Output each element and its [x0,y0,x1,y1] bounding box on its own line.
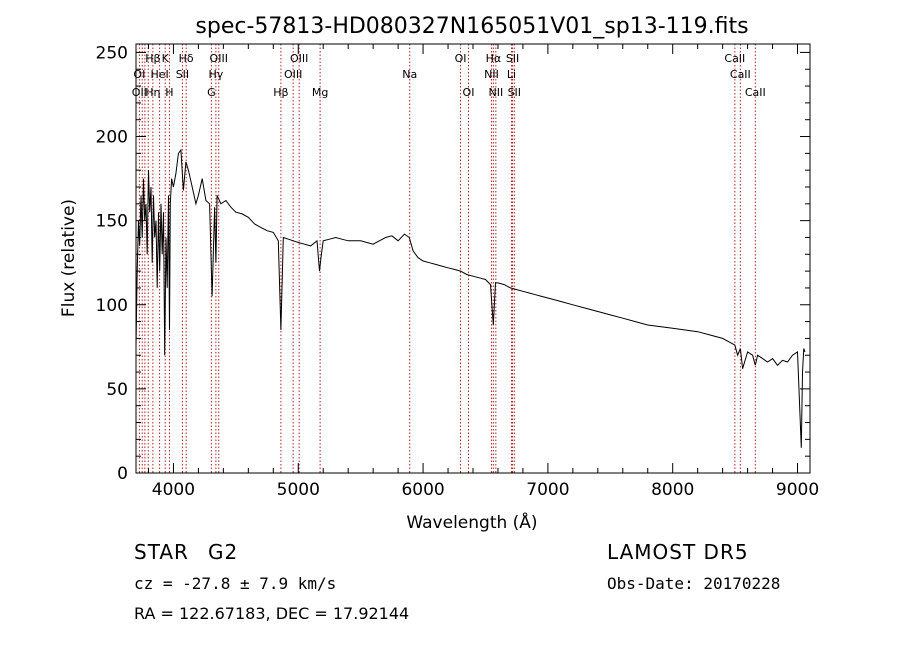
plot-frame [135,43,811,474]
line-label: G [207,86,216,99]
x-tick-label: 5000 [277,480,320,500]
chart-title: spec-57813-HD080327N165051V01_sp13-119.f… [195,14,748,39]
line-markers [138,44,756,473]
line-label: OIII [284,68,302,81]
line-label: Na [402,68,417,81]
y-tick-label: 150 [96,212,128,232]
line-label: K [162,52,170,65]
line-label: OIII [210,52,228,65]
line-label: Hη [145,86,160,99]
x-axis-ticks: 4000 5000 6000 7000 8000 9000 [147,44,819,500]
line-label: SII [176,68,189,81]
line-label: Li [507,68,516,81]
line-label: Mg [312,86,328,99]
x-tick-label: 4000 [152,480,195,500]
line-label: NII [484,68,499,81]
y-tick-label: 0 [117,464,128,484]
line-label: SII [506,52,519,65]
x-axis-label: Wavelength (Å) [406,511,537,533]
y-tick-label: 200 [96,128,128,148]
line-label: OI [133,68,145,81]
obs-date: Obs-Date: 20170228 [607,574,781,593]
line-label: CaII [724,52,745,65]
y-tick-label: 100 [96,296,128,316]
line-label: NII [488,86,503,99]
line-label: OI [463,86,475,99]
line-label: Hδ [179,52,194,65]
line-label: SII [508,86,521,99]
x-tick-label: 8000 [651,480,694,500]
redshift-text: cz = -27.8 ± 7.9 km/s [134,574,337,593]
object-class: STAR [134,540,189,564]
line-label: CaII [745,86,766,99]
line-label: Hβ [145,52,160,65]
x-tick-label: 6000 [401,480,444,500]
y-axis-label: Flux (relative) [59,199,79,317]
line-label: OI [455,52,467,65]
coordinates: RA = 122.67183, DEC = 17.92144 [134,604,410,623]
survey-label: LAMOST DR5 [607,540,749,564]
spectrum-line [135,148,806,448]
object-subclass: G2 [208,540,239,564]
line-label: Hβ [273,86,288,99]
y-tick-label: 50 [106,380,128,400]
line-label: H [165,86,173,99]
x-tick-label: 9000 [776,480,819,500]
x-tick-label: 7000 [526,480,569,500]
line-label: Hα [486,52,502,65]
y-axis-ticks: 0 50 100 150 200 250 [96,43,810,484]
y-tick-label: 250 [96,43,128,63]
line-label: Hγ [208,68,223,81]
line-label: OIII [290,52,308,65]
line-label: CaII [730,68,751,81]
line-label: HeI [150,68,168,81]
